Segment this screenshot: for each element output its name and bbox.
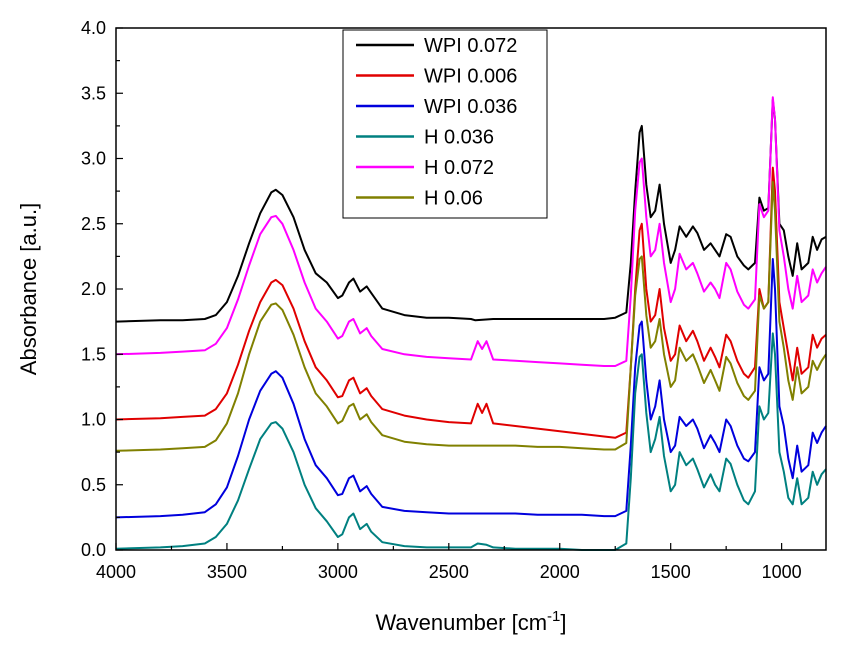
- x-tick-label: 1500: [651, 562, 691, 582]
- legend-label: WPI 0.072: [424, 35, 517, 57]
- x-tick-label: 3500: [207, 562, 247, 582]
- x-tick-label: 2000: [540, 562, 580, 582]
- y-tick-label: 2.0: [81, 279, 106, 299]
- y-tick-label: 4.0: [81, 18, 106, 38]
- x-tick-label: 1000: [762, 562, 802, 582]
- legend-label: H 0.036: [424, 127, 494, 149]
- x-tick-label: 2500: [429, 562, 469, 582]
- x-axis-title-main: Wavenumber [cm: [375, 610, 547, 635]
- x-axis-title: Wavenumber [cm-1]: [375, 608, 566, 635]
- series-line-5: [115, 181, 827, 452]
- y-tick-label: 1.0: [81, 410, 106, 430]
- x-axis-title-superscript: -1: [547, 608, 560, 625]
- y-axis: 0.0 0.5 1.0 1.5 2.0 2.5 3.0 3.5 4.0: [81, 18, 123, 560]
- y-tick-label: 1.5: [81, 344, 106, 364]
- x-axis-title-end: ]: [560, 610, 566, 635]
- legend: WPI 0.072 WPI 0.006 WPI 0.036 H 0.036 H 0.07…: [342, 29, 548, 219]
- x-axis: 4000 3500 3000 2500 2000 1500 1000: [96, 543, 802, 582]
- legend-label: H 0.072: [424, 157, 494, 179]
- legend-label: H 0.06: [424, 188, 483, 210]
- y-tick-label: 0.5: [81, 475, 106, 495]
- series-line-4: [115, 96, 827, 367]
- legend-label: WPI 0.036: [424, 96, 517, 118]
- series-layer: [115, 96, 827, 551]
- x-tick-label: 4000: [96, 562, 136, 582]
- x-tick-label: 3000: [318, 562, 358, 582]
- y-tick-label: 3.5: [81, 83, 106, 103]
- series-line-3: [115, 332, 827, 551]
- legend-box: [342, 29, 548, 219]
- y-tick-label: 3.0: [81, 149, 106, 169]
- y-tick-label: 0.0: [81, 540, 106, 560]
- y-tick-label: 2.5: [81, 214, 106, 234]
- legend-label: WPI 0.006: [424, 66, 517, 88]
- y-axis-title: Absorbance [a.u.]: [16, 203, 41, 375]
- series-line-2: [115, 258, 827, 519]
